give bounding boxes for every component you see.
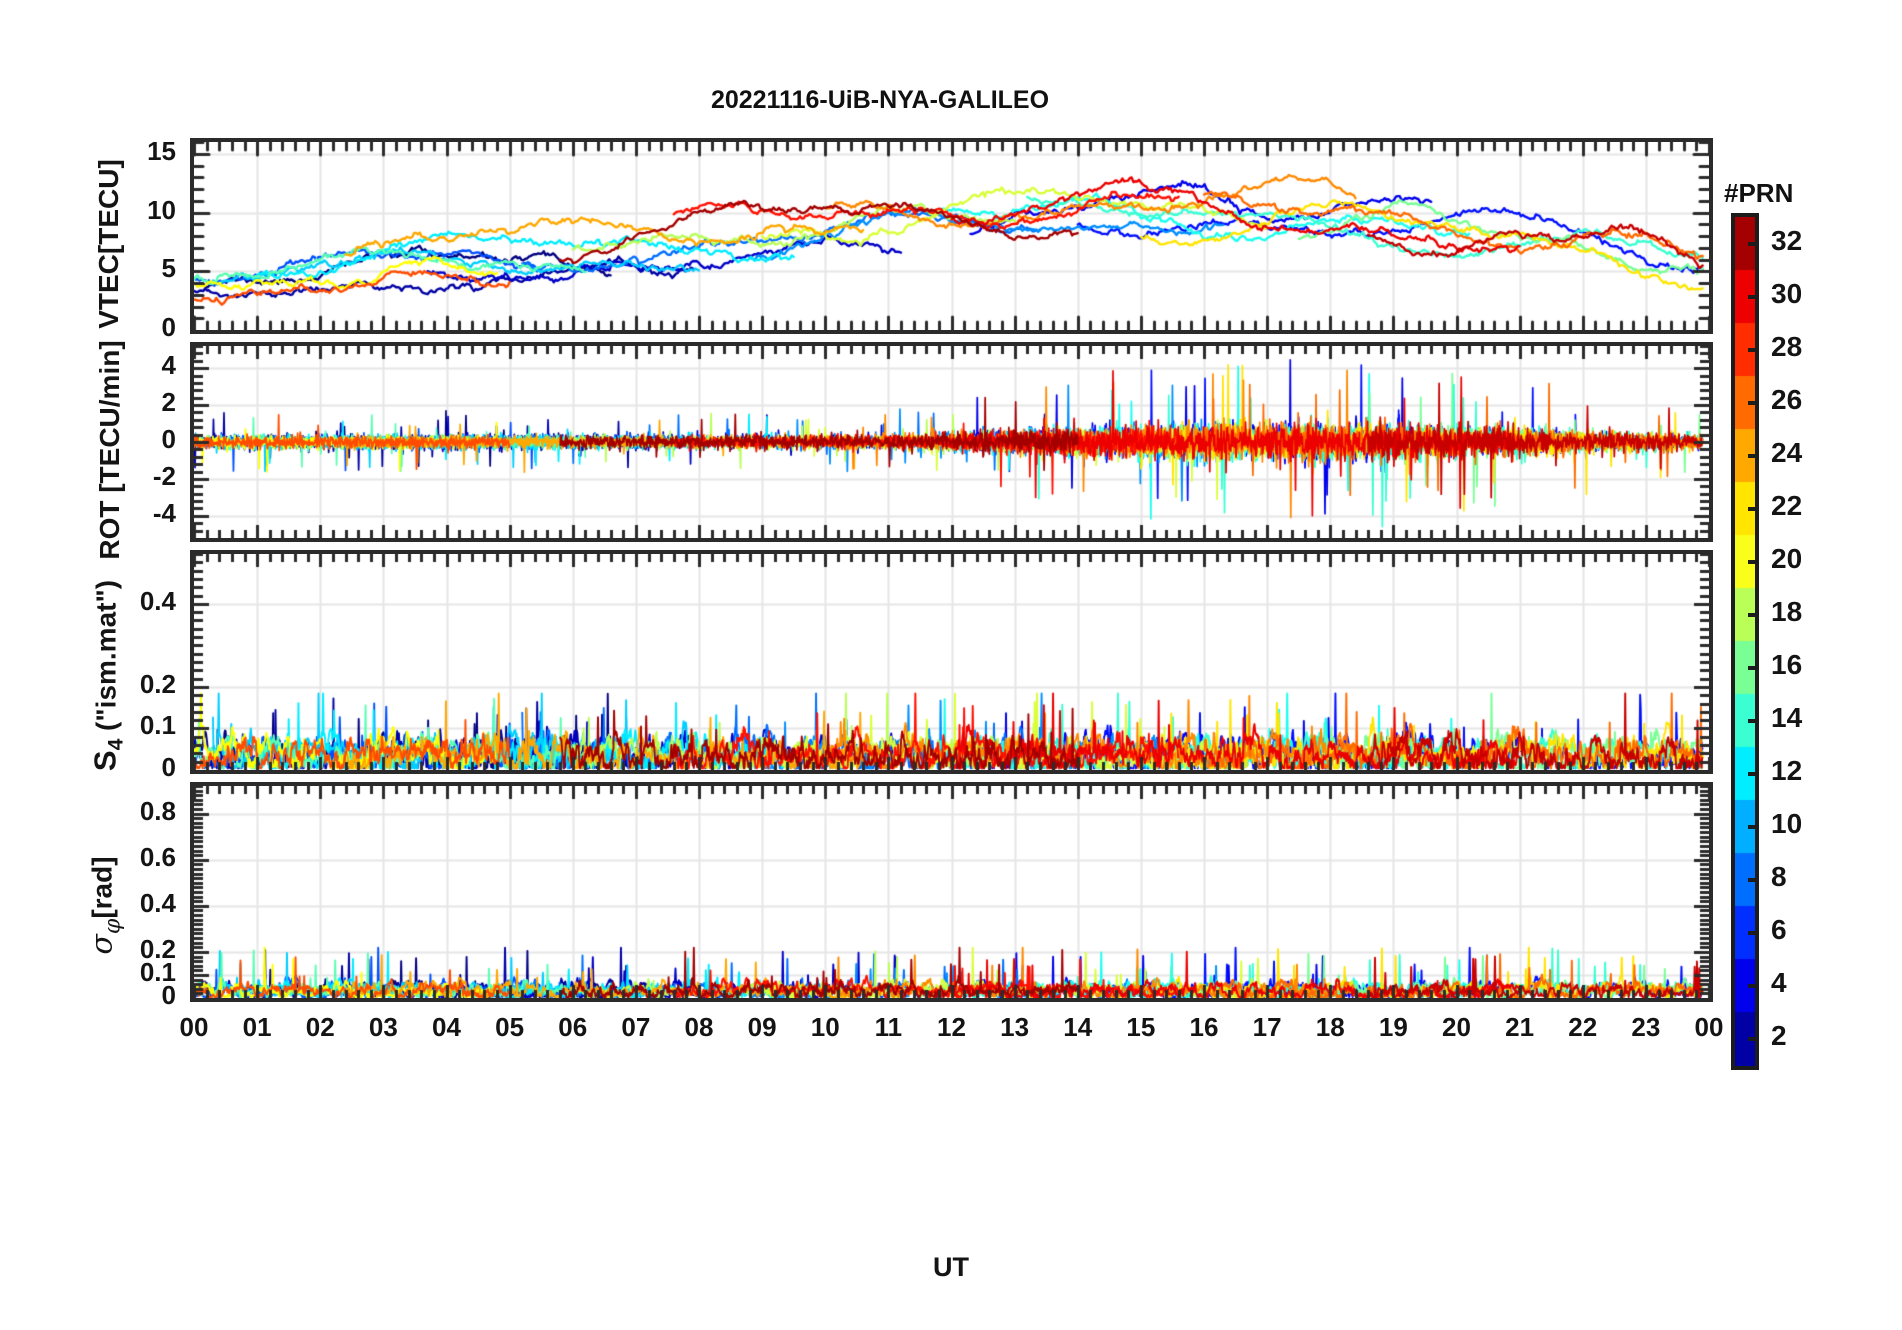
sigma-phi-plot-canvas — [194, 786, 1709, 998]
xtick-23: 23 — [1631, 1012, 1661, 1042]
xtick-9: 09 — [747, 1012, 777, 1042]
colorbar-tickmark-1 — [1748, 294, 1759, 299]
xtick-11: 11 — [874, 1012, 903, 1042]
colorbar-tickmark-13 — [1748, 931, 1759, 936]
xtick-6: 06 — [558, 1012, 588, 1042]
colorbar-tickmark-14 — [1748, 984, 1759, 989]
panel-rot — [190, 342, 1713, 542]
xtick-3: 03 — [368, 1012, 398, 1042]
ytick-sigma-phi-3: 0.4 — [139, 887, 176, 918]
colorbar-tick-24: 24 — [1771, 436, 1803, 468]
xtick-14: 14 — [1063, 1012, 1093, 1042]
figure-title: 20221116-UiB-NYA-GALILEO — [710, 86, 1050, 114]
colorbar-tick-10: 10 — [1771, 808, 1803, 840]
colorbar-tickmark-11 — [1748, 825, 1759, 830]
colorbar — [1731, 213, 1759, 1070]
colorbar-tickmark-6 — [1748, 559, 1759, 564]
ytick-sigma-phi-0: 0 — [161, 980, 176, 1010]
xtick-16: 16 — [1189, 1012, 1219, 1042]
colorbar-title: #PRN — [1724, 178, 1794, 208]
xtick-8: 08 — [684, 1012, 714, 1042]
ytick-s4-2: 0.2 — [139, 668, 176, 699]
colorbar-tickmark-4 — [1748, 453, 1759, 458]
ytick-rot-1: -2 — [152, 460, 176, 491]
xtick-24: 00 — [1694, 1012, 1724, 1042]
rot-plot-canvas — [194, 346, 1709, 538]
xtick-18: 18 — [1315, 1012, 1345, 1042]
ytick-rot-2: 0 — [161, 424, 176, 454]
ytick-vtec-1: 5 — [161, 253, 176, 284]
colorbar-tickmark-9 — [1748, 719, 1759, 724]
colorbar-tick-32: 32 — [1771, 224, 1803, 256]
vtec-plot-canvas — [194, 142, 1709, 330]
xtick-1: 01 — [242, 1012, 272, 1042]
ytick-rot-4: 4 — [161, 350, 176, 381]
colorbar-tick-8: 8 — [1771, 861, 1787, 893]
xtick-2: 02 — [305, 1012, 335, 1042]
colorbar-tick-30: 30 — [1771, 277, 1803, 309]
colorbar-tickmark-8 — [1748, 666, 1759, 671]
xtick-19: 19 — [1378, 1012, 1408, 1042]
panel-s4 — [190, 550, 1713, 774]
ytick-vtec-0: 0 — [161, 312, 176, 342]
colorbar-tickmark-12 — [1748, 878, 1759, 883]
colorbar-tick-6: 6 — [1771, 914, 1787, 946]
colorbar-tick-16: 16 — [1771, 649, 1803, 681]
xtick-13: 13 — [1000, 1012, 1030, 1042]
ytick-s4-0: 0 — [161, 752, 176, 782]
ytick-s4-1: 0.1 — [139, 710, 176, 741]
xtick-21: 21 — [1505, 1012, 1535, 1042]
s4-plot-canvas — [194, 554, 1709, 770]
colorbar-tick-26: 26 — [1771, 383, 1803, 415]
ytick-rot-0: -4 — [152, 497, 176, 528]
xtick-0: 00 — [179, 1012, 209, 1042]
xtick-7: 07 — [621, 1012, 651, 1042]
colorbar-tickmark-0 — [1748, 241, 1759, 246]
colorbar-tickmark-3 — [1748, 400, 1759, 405]
xtick-17: 17 — [1252, 1012, 1282, 1042]
xtick-10: 10 — [810, 1012, 840, 1042]
colorbar-canvas — [1735, 217, 1755, 1066]
colorbar-tick-4: 4 — [1771, 967, 1787, 999]
colorbar-tickmark-10 — [1748, 772, 1759, 777]
ytick-sigma-phi-4: 0.6 — [139, 841, 176, 872]
ytick-vtec-2: 10 — [147, 194, 176, 225]
xtick-15: 15 — [1126, 1012, 1156, 1042]
colorbar-tick-2: 2 — [1771, 1020, 1787, 1052]
colorbar-tick-22: 22 — [1771, 489, 1803, 521]
colorbar-tick-28: 28 — [1771, 330, 1803, 362]
phi-glyph: φ — [100, 918, 126, 935]
colorbar-tickmark-7 — [1748, 612, 1759, 617]
panel-sigma-phi — [190, 782, 1713, 1002]
colorbar-tickmark-5 — [1748, 506, 1759, 511]
xtick-12: 12 — [937, 1012, 966, 1042]
ytick-sigma-phi-5: 0.8 — [139, 795, 176, 826]
xtick-5: 05 — [495, 1012, 525, 1042]
ytick-vtec-3: 15 — [147, 135, 176, 166]
xtick-4: 04 — [432, 1012, 461, 1042]
xtick-20: 20 — [1442, 1012, 1471, 1042]
ytick-sigma-phi-1: 0.1 — [139, 956, 176, 987]
panel-vtec — [190, 138, 1713, 334]
ytick-rot-3: 2 — [161, 387, 176, 418]
ytick-s4-3: 0.4 — [139, 585, 176, 616]
colorbar-tickmark-15 — [1748, 1037, 1759, 1042]
axis-label-ut: UT — [933, 1252, 969, 1282]
colorbar-tick-18: 18 — [1771, 595, 1803, 627]
xtick-22: 22 — [1568, 1012, 1598, 1042]
ytick-sigma-phi-2: 0.2 — [139, 933, 176, 964]
colorbar-tick-20: 20 — [1771, 542, 1803, 574]
colorbar-tick-12: 12 — [1771, 755, 1803, 787]
colorbar-tick-14: 14 — [1771, 702, 1803, 734]
colorbar-tickmark-2 — [1748, 347, 1759, 352]
